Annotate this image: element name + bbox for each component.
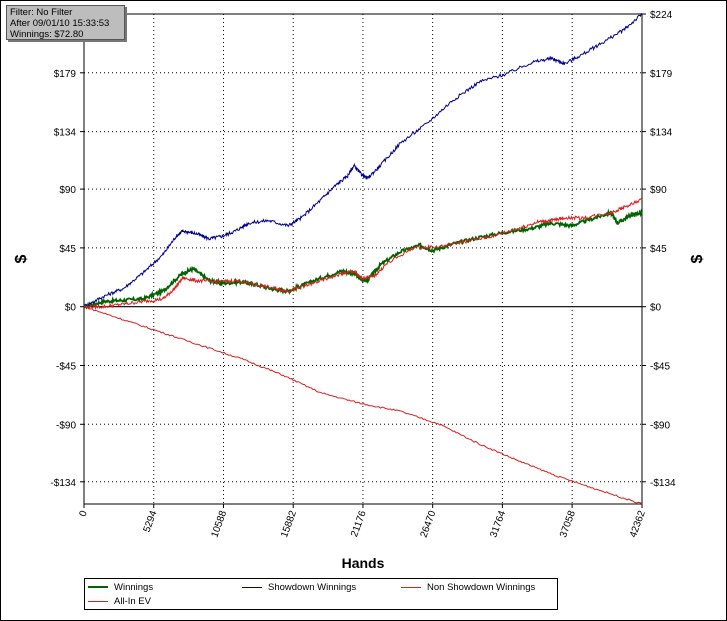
y-tick-label-left: $0 (65, 303, 77, 314)
y-tick-label-left: -$90 (56, 420, 76, 431)
y-axis-label-left: $ (13, 254, 30, 263)
x-axis-label: Hands (342, 555, 385, 571)
legend-item-non-showdown-winnings: Non Showdown Winnings (401, 581, 535, 593)
y-tick-label-right: $45 (650, 244, 667, 255)
legend-item-showdown-winnings: Showdown Winnings (242, 581, 356, 593)
y-tick-label-right: $0 (650, 303, 662, 314)
legend: Winnings Showdown Winnings Non Showdown … (84, 578, 558, 610)
y-tick-label-right: -$45 (650, 361, 670, 372)
left-axis-ticks: $224$179$134$90$45$0-$45-$90-$134 (50, 10, 84, 489)
y-tick-label-left: $134 (54, 128, 77, 139)
legend-swatch (88, 586, 108, 588)
y-tick-label-right: -$134 (650, 478, 676, 489)
x-tick-label: 26470 (419, 509, 439, 539)
date-filter-text: After 09/01/10 15:33:53 (10, 18, 110, 29)
y-tick-label-right: $90 (650, 185, 667, 196)
x-tick-label: 0 (78, 509, 90, 518)
x-tick-label: 21176 (349, 509, 369, 539)
x-tick-label: 15882 (279, 509, 299, 539)
legend-swatch (242, 586, 262, 588)
series-group (83, 13, 643, 505)
y-tick-label-left: $45 (59, 244, 76, 255)
x-tick-label: 10588 (209, 509, 229, 539)
filter-info-box: Filter: No Filter After 09/01/10 15:33:5… (6, 5, 125, 40)
x-tick-label: 42362 (628, 509, 648, 539)
y-tick-label-right: $224 (650, 10, 673, 21)
legend-swatch (401, 586, 421, 588)
y-tick-label-left: $90 (59, 185, 76, 196)
legend-label: Showdown Winnings (268, 581, 357, 593)
filter-text: Filter: No Filter (10, 7, 73, 18)
y-tick-label-right: $179 (650, 69, 673, 80)
legend-label: Winnings (114, 581, 154, 593)
x-axis-ticks: 0 5294 10588 15882 21176 26470 31764 37058 42362 (78, 504, 648, 539)
y-tick-label-right: $134 (650, 128, 673, 139)
series-line-all-in-ev (83, 306, 643, 505)
series-line-showdown-winnings (83, 13, 643, 309)
series-line-non-showdown-winnings (83, 197, 643, 311)
legend-label: All-In EV (114, 595, 151, 607)
y-tick-label-left: -$134 (50, 478, 76, 489)
y-tick-label-right: -$90 (650, 420, 670, 431)
y-tick-label-left: $179 (54, 69, 77, 80)
legend-item-all-in-ev: All-In EV (88, 595, 151, 607)
legend-item-winnings: Winnings (88, 581, 153, 593)
x-tick-label: 31764 (488, 509, 508, 539)
y-axis-label-right: $ (689, 254, 706, 263)
right-axis-ticks: $224 $179 $134 $90 $45 $0 -$45 -$90 -$134 (642, 10, 676, 489)
winnings-text: Winnings: $72.80 (10, 29, 84, 40)
legend-swatch (88, 600, 108, 602)
x-tick-label: 37058 (558, 509, 578, 539)
legend-label: Non Showdown Winnings (427, 581, 536, 593)
y-tick-label-left: -$45 (56, 361, 76, 372)
x-tick-label: 5294 (142, 509, 160, 534)
grid-lines (84, 13, 642, 504)
